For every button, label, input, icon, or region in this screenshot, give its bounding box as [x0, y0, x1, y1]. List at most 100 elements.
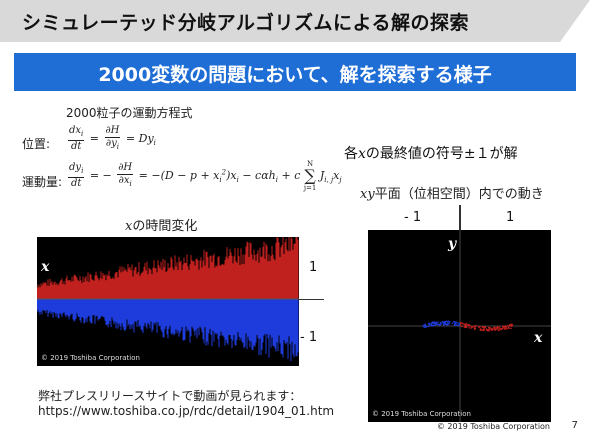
- momentum-equation: dyi dt = − ∂H ∂xi = −(D − p + xi2)xi − c…: [68, 160, 342, 192]
- phase-particle: [473, 325, 475, 327]
- phase-particle: [460, 325, 463, 328]
- momentum-mid: ∂H ∂xi: [117, 162, 134, 188]
- phase-particle: [439, 321, 442, 324]
- position-label: 位置:: [22, 137, 51, 151]
- phase-particle: [501, 328, 504, 330]
- phase-label-pos: 1: [506, 210, 515, 225]
- phase-particle: [437, 323, 440, 326]
- phase-particle: [482, 326, 484, 329]
- phase-particle: [423, 326, 426, 328]
- equations-heading: 2000粒子の運動方程式: [66, 106, 193, 120]
- phase-particle: [499, 327, 501, 330]
- phase-particle: [484, 326, 487, 328]
- solution-note: 各xの最終値の符号±１が解: [344, 146, 518, 162]
- phase-particle: [490, 328, 492, 331]
- phase-space-chart: y x © 2019 Toshiba Corporation: [368, 230, 551, 422]
- phase-particle: [508, 324, 511, 326]
- phase-axis-y-label: y: [448, 236, 457, 252]
- phase-particle: [475, 324, 477, 327]
- phase-particle: [503, 325, 506, 328]
- phase-particle: [510, 327, 512, 330]
- phase-particle: [433, 321, 435, 323]
- phase-particle: [459, 323, 462, 326]
- phase-particle: [446, 323, 449, 326]
- phase-particle: [463, 323, 466, 325]
- momentum-label: 運動量:: [22, 175, 63, 189]
- phase-particle: [430, 324, 432, 327]
- footer-note: 弊社プレスリリースサイトで動画が見られます：: [38, 389, 302, 403]
- phase-particle: [444, 320, 447, 323]
- headline-banner: 2000変数の問題において、解を探索する様子: [14, 53, 576, 91]
- phase-particle: [423, 324, 425, 326]
- position-equation: dxi dt = ∂H ∂yi = Dyi: [68, 125, 156, 152]
- page-number: 7: [571, 420, 578, 431]
- phase-particle: [465, 326, 468, 329]
- time-chart-watermark: © 2019 Toshiba Corporation: [41, 354, 140, 362]
- phase-particle: [467, 323, 469, 326]
- sum-symbol: N ∑ j=1: [303, 160, 317, 192]
- phase-particle: [487, 329, 489, 332]
- phase-space-plot: [368, 230, 551, 422]
- phase-particle: [427, 325, 430, 328]
- phase-particle: [424, 323, 427, 326]
- title-bar-corner: [560, 0, 590, 42]
- phase-particle: [491, 329, 494, 331]
- phase-particle: [451, 322, 454, 325]
- phase-particle: [424, 325, 427, 327]
- position-lhs: dxi dt: [68, 125, 85, 152]
- phase-chart-title: xy平面（位相空間）内での動き: [360, 187, 544, 202]
- phase-particle: [480, 329, 482, 331]
- phase-particle: [470, 326, 473, 328]
- phase-particle: [510, 325, 513, 328]
- phase-particle: [507, 326, 510, 329]
- phase-particle: [483, 328, 485, 331]
- phase-particle: [504, 327, 506, 330]
- page-title: シミュレーテッド分岐アルゴリズムによる解の探索: [22, 12, 469, 34]
- time-evolution-chart: x © 2019 Toshiba Corporation: [37, 237, 299, 366]
- phase-particle: [447, 320, 449, 323]
- phase-particle: [446, 320, 448, 323]
- phase-particle: [428, 323, 430, 326]
- phase-particle: [439, 324, 441, 326]
- phase-particle: [444, 323, 447, 325]
- phase-particle: [448, 322, 450, 325]
- page-copyright: © 2019 Toshiba Corporation: [436, 422, 550, 431]
- phase-particle: [511, 323, 513, 326]
- phase-particle: [496, 328, 499, 330]
- phase-particle: [431, 321, 434, 324]
- phase-particle: [453, 320, 456, 323]
- phase-particle: [455, 324, 457, 326]
- phase-particle: [434, 322, 437, 325]
- headline-text: 2000変数の問題において、解を探索する様子: [98, 64, 492, 86]
- position-mid: ∂H ∂yi: [104, 125, 121, 151]
- time-chart-title: xの時間変化: [125, 219, 198, 234]
- phase-particle: [478, 326, 481, 328]
- phase-particle: [502, 326, 505, 328]
- phase-particle: [474, 327, 477, 330]
- momentum-lhs: dyi dt: [68, 162, 85, 189]
- phase-particle: [456, 324, 459, 326]
- phase-particle: [437, 321, 439, 323]
- phase-axis-x-label: x: [534, 330, 543, 346]
- phase-chart-watermark: © 2019 Toshiba Corporation: [372, 410, 471, 418]
- phase-particle: [465, 322, 468, 325]
- footer-link[interactable]: https://www.toshiba.co.jp/rdc/detail/190…: [38, 404, 335, 418]
- phase-particle: [455, 321, 457, 323]
- phase-particle: [474, 326, 476, 328]
- phase-label-neg: - 1: [404, 210, 422, 225]
- phase-particle: [498, 329, 501, 331]
- phase-particle: [506, 327, 508, 330]
- phase-particle: [457, 324, 460, 327]
- phase-axis-extension: [459, 205, 461, 231]
- phase-particle: [459, 321, 462, 324]
- phase-particle: [430, 322, 433, 325]
- phase-particle: [470, 327, 473, 329]
- phase-particle: [495, 328, 497, 330]
- phase-particle: [448, 321, 451, 323]
- phase-particle: [487, 326, 490, 329]
- phase-particle: [463, 326, 466, 328]
- title-bar: [0, 0, 560, 42]
- phase-particle: [436, 323, 438, 325]
- phase-particle: [498, 325, 501, 328]
- phase-particle: [432, 324, 435, 327]
